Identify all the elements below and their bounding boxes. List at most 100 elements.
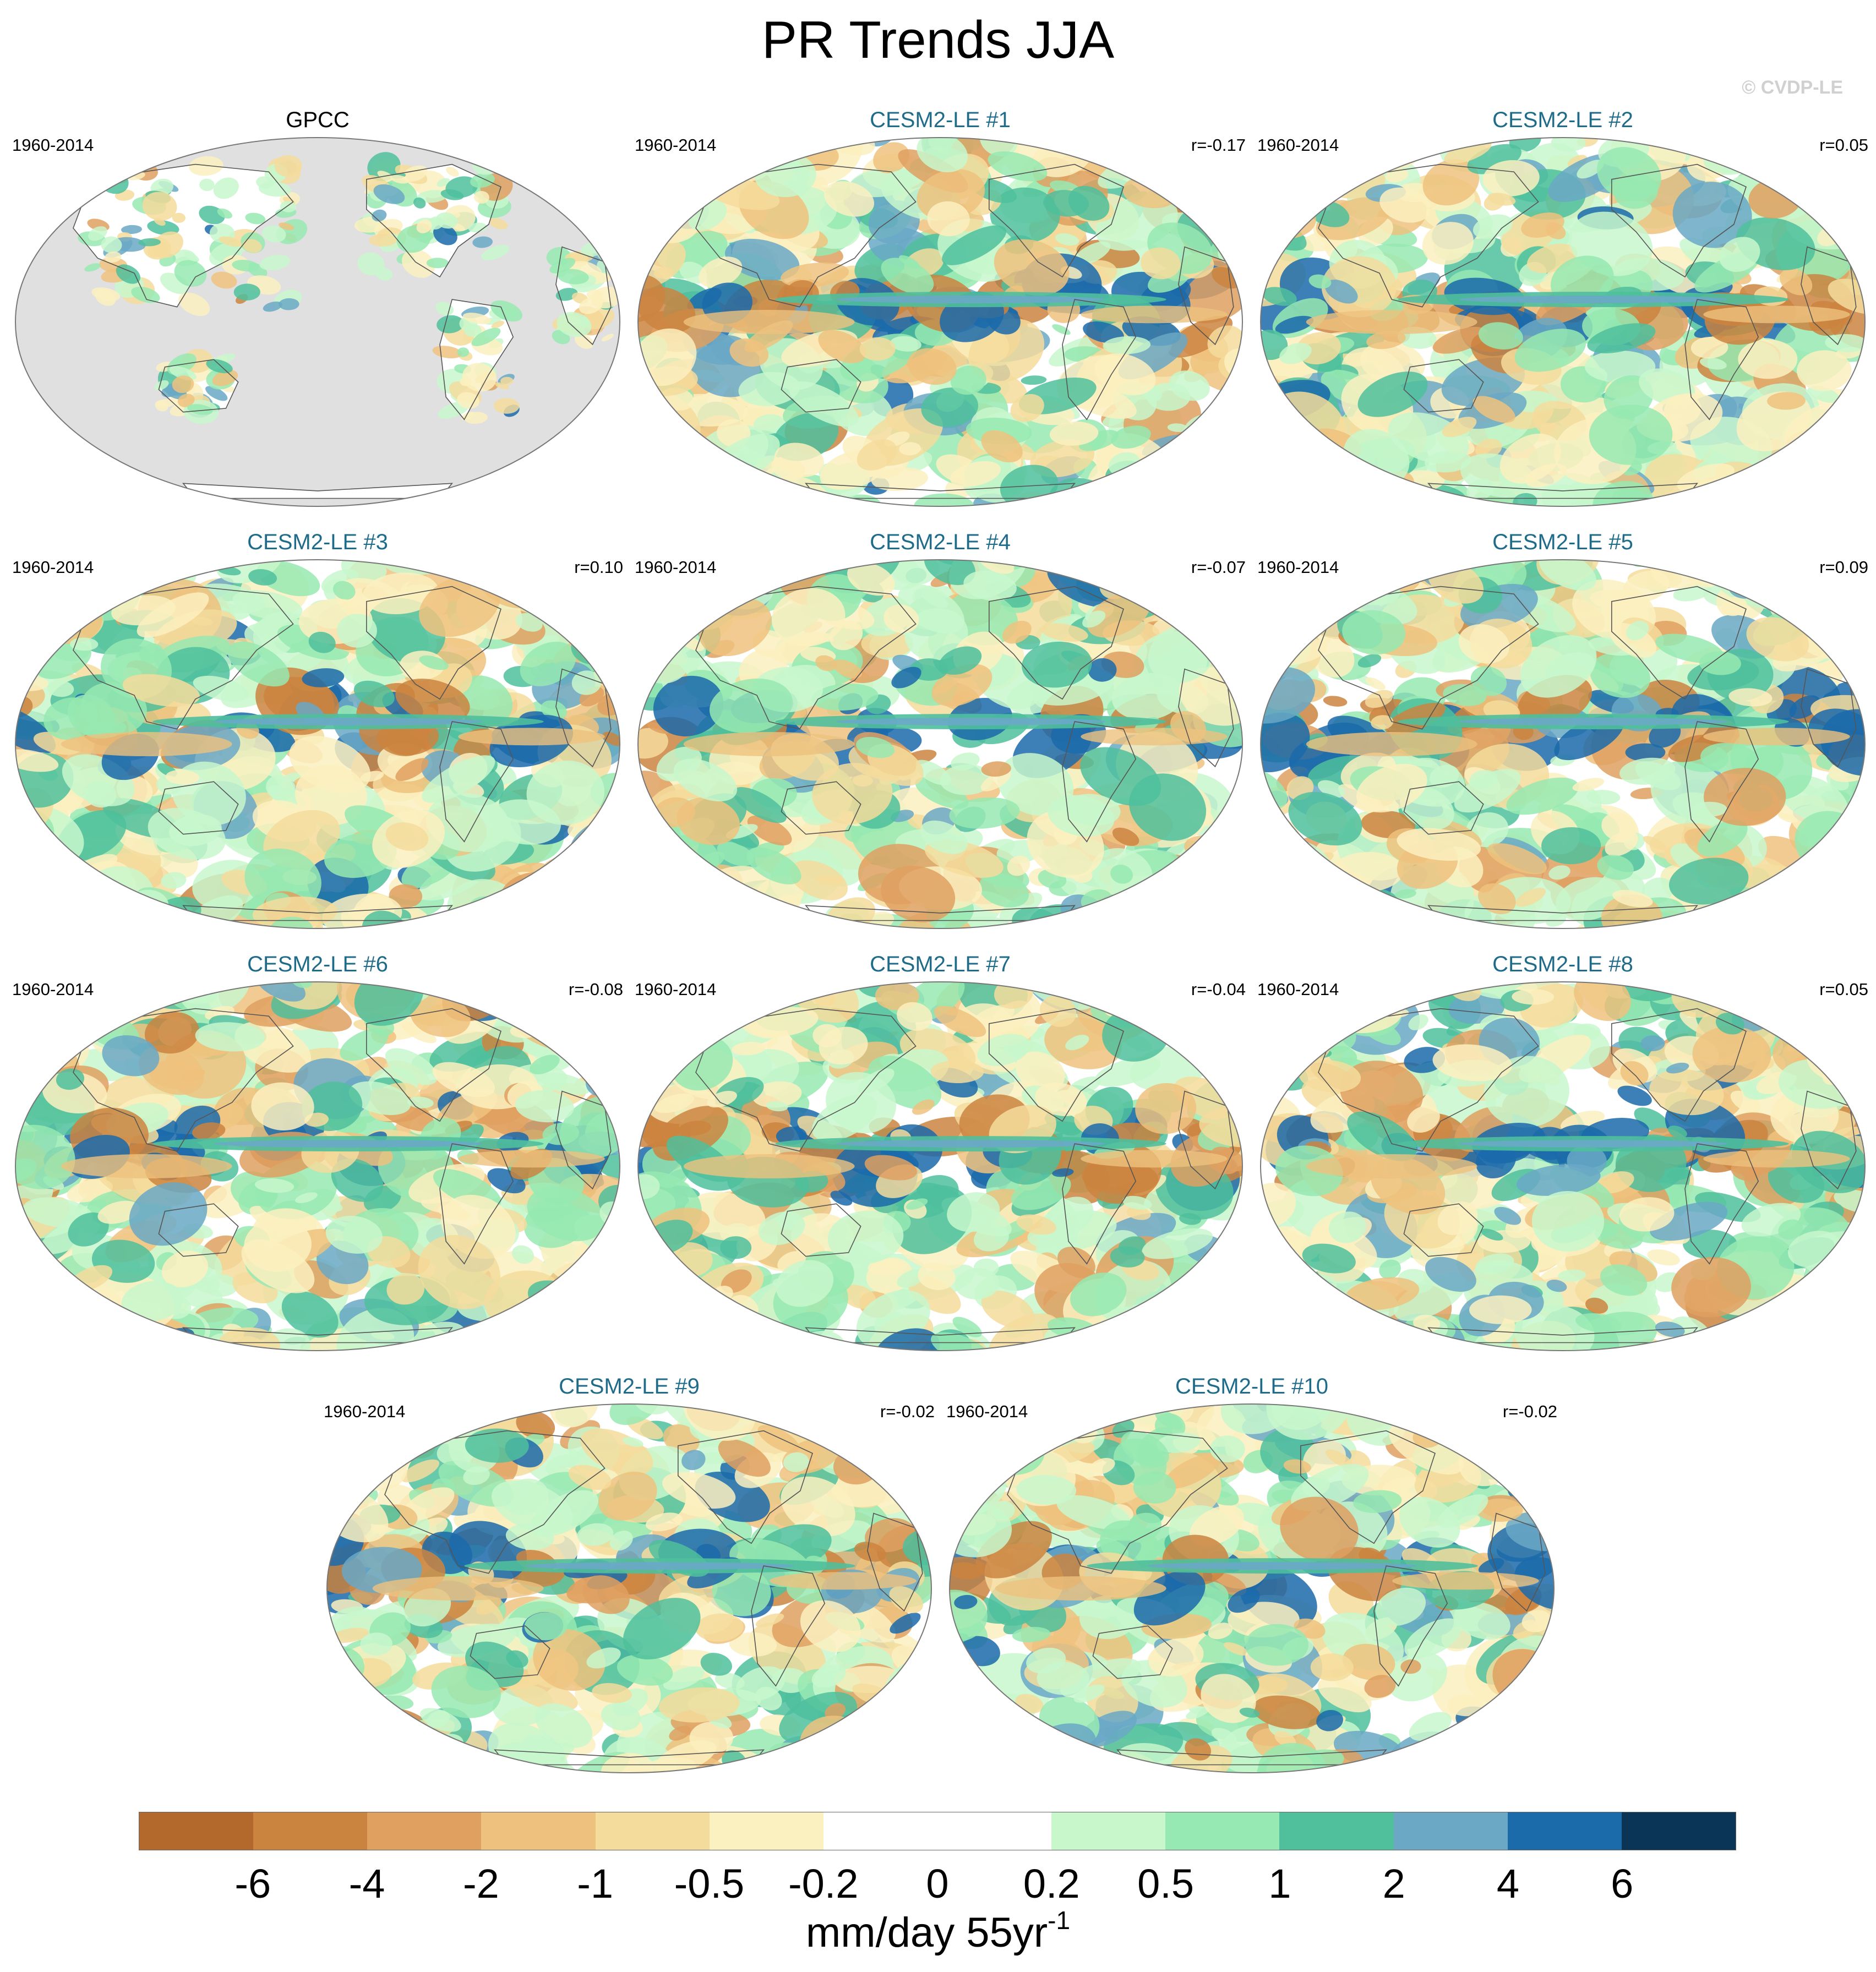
colorbar-tick-label: -0.2 (788, 1861, 859, 1907)
panel-years: 1960-2014 (1257, 135, 1339, 155)
colorbar (139, 1812, 1736, 1850)
colorbar-tick-label: 4 (1496, 1861, 1519, 1907)
panel-years: 1960-2014 (635, 558, 717, 577)
map-panel: CESM2-LE #2 1960-2014 r=0.05 (1257, 108, 1868, 510)
map-field (15, 982, 620, 1351)
map-field (638, 560, 1242, 928)
map-panel: CESM2-LE #8 1960-2014 r=0.05 (1257, 952, 1868, 1354)
colorbar-tick-label: -2 (462, 1861, 499, 1907)
colorbar-cell (709, 1812, 824, 1850)
robinson-map (1260, 559, 1866, 929)
panel-title: CESM2-LE #2 (1492, 108, 1633, 132)
map-field (638, 982, 1242, 1351)
map-border (326, 1403, 932, 1773)
map-panel: CESM2-LE #5 1960-2014 r=0.09 (1257, 530, 1868, 932)
colorbar-tick-label: 2 (1382, 1861, 1405, 1907)
panel-years: 1960-2014 (12, 135, 94, 155)
robinson-map (15, 981, 620, 1351)
map-border (949, 1403, 1555, 1773)
colorbar-cell (1507, 1812, 1622, 1850)
map-border (637, 137, 1243, 507)
map-field (1261, 138, 1865, 506)
panel-years: 1960-2014 (946, 1402, 1028, 1421)
panel-title: CESM2-LE #7 (870, 952, 1011, 976)
robinson-map (15, 559, 620, 929)
panel-years: 1960-2014 (12, 558, 94, 577)
panel-title: CESM2-LE #4 (870, 530, 1011, 554)
coastlines (695, 163, 1234, 499)
panel-title: CESM2-LE #8 (1492, 952, 1633, 976)
colorbar-cell (823, 1812, 937, 1850)
robinson-map (15, 137, 620, 507)
map-border (15, 559, 620, 929)
colorbar-tick-label: -0.5 (674, 1861, 745, 1907)
panel-years: 1960-2014 (324, 1402, 406, 1421)
map-panel: CESM2-LE #7 1960-2014 r=-0.04 (635, 952, 1246, 1354)
colorbar-cell (937, 1812, 1052, 1850)
units-exponent: -1 (1048, 1906, 1071, 1935)
panel-title: CESM2-LE #6 (247, 952, 388, 976)
map-field (15, 560, 620, 928)
map-panel: CESM2-LE #1 1960-2014 r=-0.17 (635, 108, 1246, 510)
colorbar-cell (1165, 1812, 1280, 1850)
colorbar-cell (481, 1812, 596, 1850)
panel-title: CESM2-LE #9 (559, 1374, 700, 1399)
map-field (327, 1404, 931, 1773)
map-panel: GPCC 1960-2014 (12, 108, 623, 510)
robinson-map (637, 981, 1243, 1351)
panel-correlation: r=0.10 (574, 558, 623, 577)
map-border (1260, 559, 1866, 929)
panel-years: 1960-2014 (635, 135, 717, 155)
colorbar-tick-label: 0.5 (1137, 1861, 1194, 1907)
map-border (1260, 981, 1866, 1351)
panel-years: 1960-2014 (1257, 558, 1339, 577)
map-panel: CESM2-LE #3 1960-2014 r=0.10 (12, 530, 623, 932)
colorbar-cell (139, 1812, 254, 1850)
panel-correlation: r=-0.07 (1191, 558, 1246, 577)
colorbar-cell (1393, 1812, 1508, 1850)
panel-correlation: r=0.05 (1819, 980, 1868, 999)
map-panel: CESM2-LE #6 1960-2014 r=-0.08 (12, 952, 623, 1354)
map-field (1261, 982, 1865, 1351)
map-border (15, 137, 620, 507)
colorbar-tick-label: 0.2 (1023, 1861, 1080, 1907)
panel-title: CESM2-LE #1 (870, 108, 1011, 132)
robinson-map (1260, 981, 1866, 1351)
map-border (637, 559, 1243, 929)
colorbar-cell (367, 1812, 482, 1850)
figure-title: PR Trends JJA (761, 10, 1115, 69)
colorbar-cell (1051, 1812, 1166, 1850)
watermark: © CVDP-LE (1742, 77, 1843, 98)
panel-years: 1960-2014 (635, 980, 717, 999)
map-border (637, 981, 1243, 1351)
robinson-map (637, 559, 1243, 929)
robinson-map (637, 137, 1243, 507)
map-border (15, 981, 620, 1351)
panel-title: CESM2-LE #3 (247, 530, 388, 554)
colorbar-cell (253, 1812, 368, 1850)
map-field (15, 138, 620, 506)
map-field (638, 138, 1242, 506)
panel-correlation: r=-0.04 (1191, 980, 1246, 999)
robinson-map (326, 1403, 932, 1773)
map-panel: CESM2-LE #9 1960-2014 r=-0.02 (324, 1374, 935, 1776)
robinson-map (1260, 137, 1866, 507)
units-label: mm/day 55yr (805, 1909, 1048, 1956)
map-panel: CESM2-LE #4 1960-2014 r=-0.07 (635, 530, 1246, 932)
colorbar-cell (1279, 1812, 1394, 1850)
colorbar-units: mm/day 55yr-1 (0, 1906, 1876, 1957)
panel-title: CESM2-LE #5 (1492, 530, 1633, 554)
colorbar-ticks: -6 -4 -2 -1 -0.5 -0.2 0 0.2 0.5 1 2 4 6 (0, 1860, 1876, 1910)
colorbar-tick-label: 1 (1268, 1861, 1291, 1907)
colorbar-tick-label: -4 (348, 1861, 385, 1907)
map-border (1260, 137, 1866, 507)
coastlines (1318, 586, 1857, 921)
colorbar-tick-label: 0 (926, 1861, 949, 1907)
panel-title: GPCC (286, 108, 350, 132)
panel-correlation: r=-0.02 (880, 1402, 935, 1421)
panel-correlation: r=0.05 (1819, 135, 1868, 155)
colorbar-tick-label: -6 (234, 1861, 271, 1907)
panel-correlation: r=-0.02 (1502, 1402, 1557, 1421)
panel-correlation: r=-0.08 (568, 980, 623, 999)
colorbar-cell (595, 1812, 710, 1850)
